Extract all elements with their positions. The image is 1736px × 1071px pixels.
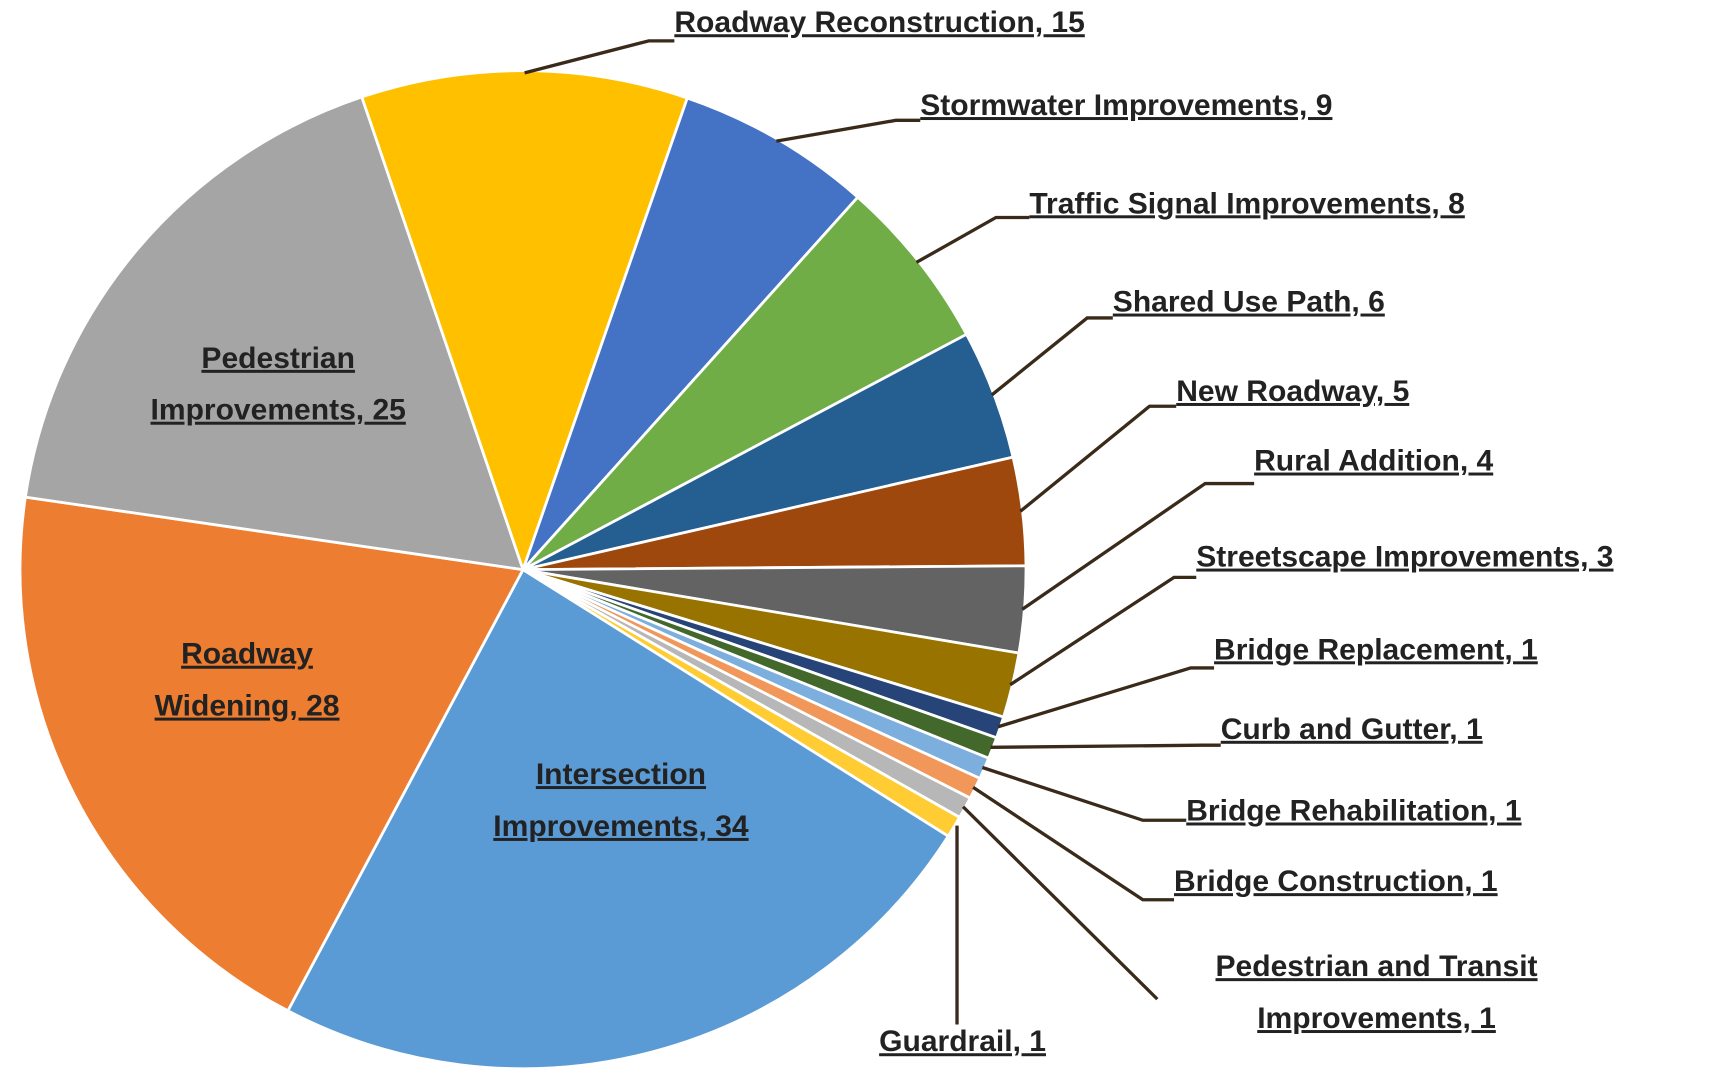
leader-line (524, 39, 675, 75)
data-label-line: Traffic Signal Improvements, 8 (1029, 187, 1464, 220)
data-label: Stormwater Improvements, 9 (920, 89, 1332, 122)
data-label-line: Improvements, 34 (493, 810, 749, 843)
leader-line (1009, 575, 1197, 687)
data-label-line: Roadway (181, 638, 313, 671)
pie-slice (285, 567, 951, 1071)
data-label: Pedestrian Improvements, 25 (151, 342, 406, 427)
leader-line (990, 743, 1221, 749)
data-label-line: New Roadway, 5 (1176, 375, 1409, 408)
data-label: Roadway Reconstruction, 15 (674, 6, 1084, 39)
data-label-line: Roadway Reconstruction, 15 (674, 6, 1084, 39)
data-label-line: Pedestrian (201, 342, 355, 375)
data-label-line: Improvements, 25 (151, 394, 406, 427)
leader-line (997, 666, 1215, 729)
leader-line (915, 215, 1030, 264)
data-label: Roadway Widening, 28 (155, 638, 340, 723)
data-label: Traffic Signal Improvements, 8 (1029, 187, 1464, 220)
pie-slice (23, 95, 526, 572)
data-label-line: Curb and Gutter, 1 (1221, 713, 1483, 746)
pie-slice (18, 495, 526, 1013)
data-label-line: Improvements, 1 (1257, 1002, 1496, 1035)
data-label: Curb and Gutter, 1 (1221, 713, 1483, 746)
data-label: New Roadway, 5 (1176, 375, 1409, 408)
data-label: Pedestrian and Transit Improvements, 1 (1216, 950, 1538, 1035)
data-label-line: Pedestrian and Transit (1216, 950, 1538, 983)
leader-line (981, 765, 1187, 822)
data-label-line: Streetscape Improvements, 3 (1196, 541, 1613, 574)
data-label: Bridge Rehabilitation, 1 (1186, 795, 1521, 828)
data-label-line: Rural Addition, 4 (1254, 445, 1493, 478)
leader-line (776, 118, 921, 143)
data-label-line: Stormwater Improvements, 9 (920, 89, 1332, 122)
data-label: Intersection Improvements, 34 (493, 758, 749, 843)
data-label-line: Bridge Construction, 1 (1174, 865, 1498, 898)
data-label-line: Shared Use Path, 6 (1113, 286, 1385, 319)
data-label: Bridge Replacement, 1 (1214, 633, 1538, 666)
leader-line (1019, 404, 1177, 513)
leader-line (972, 785, 1175, 902)
data-label: Shared Use Path, 6 (1113, 286, 1385, 319)
data-label: Rural Addition, 4 (1254, 445, 1493, 478)
leader-line (1021, 481, 1255, 611)
pie-slice (359, 69, 690, 574)
leader-line (961, 805, 1159, 1001)
plot: Roadway Reconstruction, 15 Stormwater Imp… (18, 6, 1613, 1071)
data-label-line: Widening, 28 (155, 690, 340, 723)
data-label-line: Bridge Rehabilitation, 1 (1186, 795, 1521, 828)
data-label: Streetscape Improvements, 3 (1196, 541, 1613, 574)
data-label-line: Guardrail, 1 (879, 1025, 1046, 1058)
leader-line (990, 316, 1113, 397)
data-label-line: Intersection (536, 758, 706, 791)
data-label: Guardrail, 1 (879, 1025, 1046, 1058)
data-label: Bridge Construction, 1 (1174, 865, 1498, 898)
data-label-line: Bridge Replacement, 1 (1214, 633, 1538, 666)
